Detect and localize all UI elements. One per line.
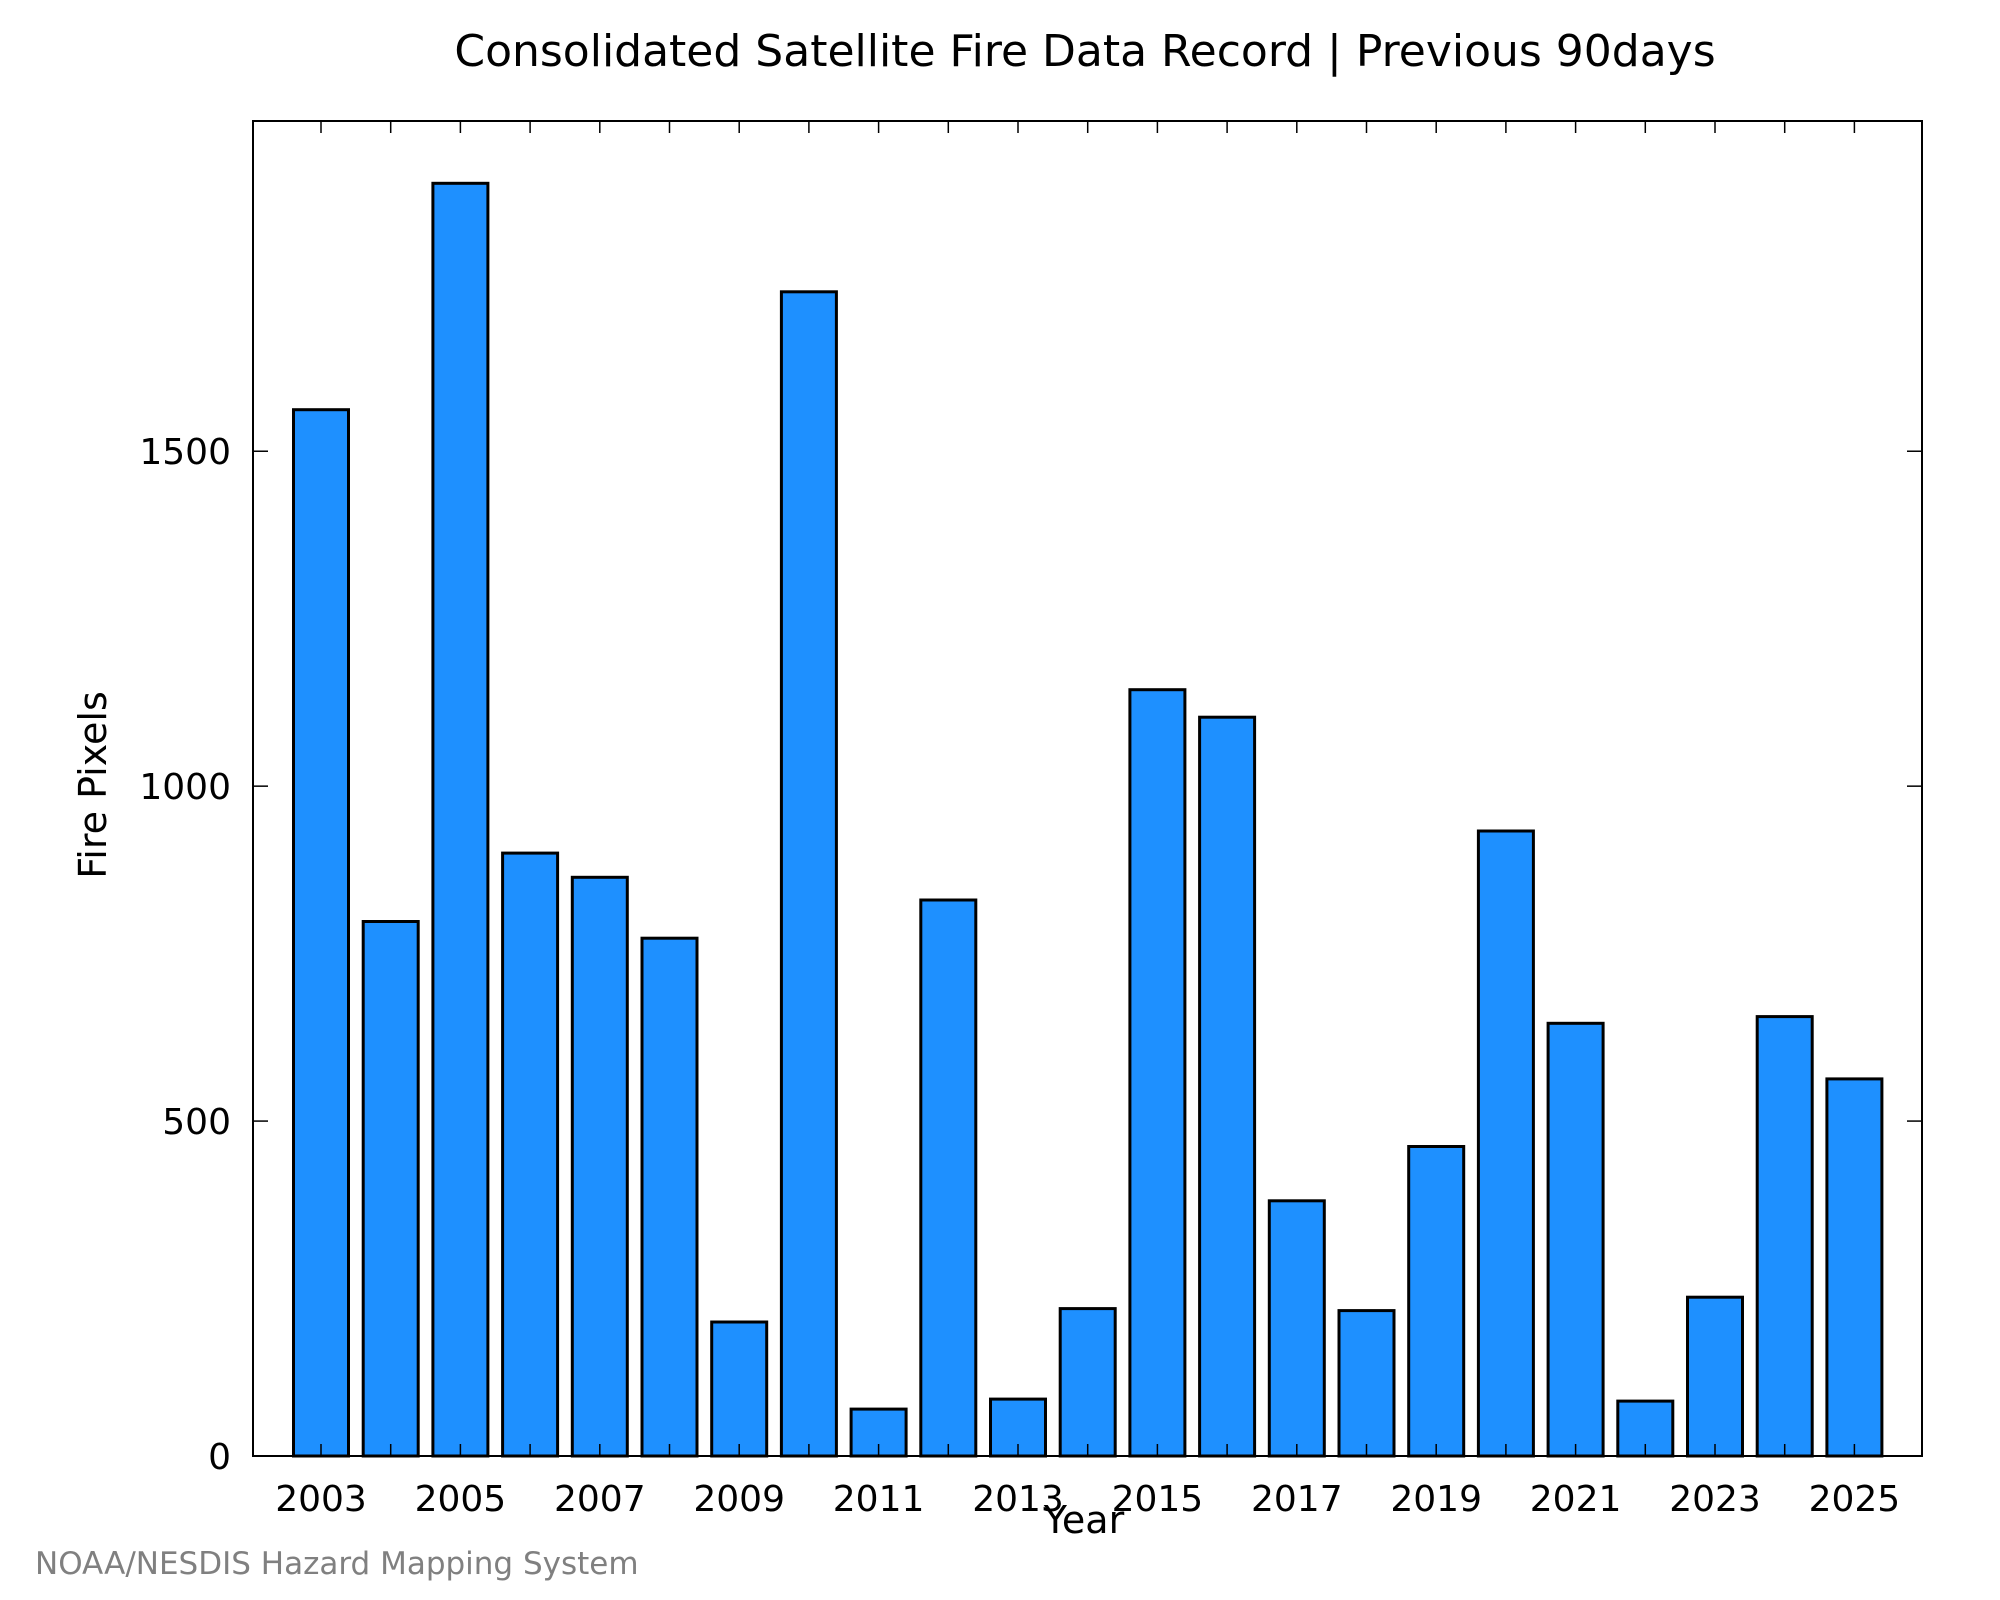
bar-2014 <box>1058 1307 1117 1458</box>
bar-2016 <box>1198 715 1257 1458</box>
credit-text: NOAA/NESDIS Hazard Mapping System <box>35 1546 639 1582</box>
bar-2018 <box>1337 1309 1396 1458</box>
x-tick-label-2017: 2017 <box>1251 1479 1343 1520</box>
x-tick-label-2013: 2013 <box>972 1479 1064 1520</box>
bar-2006 <box>501 851 560 1458</box>
x-axis-label: Year <box>1043 1498 1125 1542</box>
bar-2019 <box>1407 1145 1466 1458</box>
bar-2025 <box>1825 1077 1884 1458</box>
bar-2005 <box>431 181 490 1458</box>
x-tick-label-2011: 2011 <box>833 1479 925 1520</box>
x-tick-label-2003: 2003 <box>275 1479 367 1520</box>
y-tick-label-1500: 1500 <box>139 432 231 473</box>
y-tick-labels: 0 500 1000 1500 <box>139 432 231 1478</box>
bar-2020 <box>1476 829 1535 1458</box>
bar-2021 <box>1546 1021 1605 1458</box>
y-tick-label-500: 500 <box>162 1102 231 1143</box>
x-tick-label-2021: 2021 <box>1530 1479 1622 1520</box>
x-tick-label-2015: 2015 <box>1112 1479 1204 1520</box>
x-tick-label-2005: 2005 <box>415 1479 507 1520</box>
bar-2009 <box>710 1320 769 1458</box>
bar-2003 <box>292 408 350 1458</box>
bar-2023 <box>1686 1295 1744 1458</box>
y-tick-label-1000: 1000 <box>139 767 231 808</box>
bar-2012 <box>919 898 978 1458</box>
x-tick-label-2009: 2009 <box>693 1479 785 1520</box>
bar-2008 <box>640 936 699 1458</box>
x-tick-labels: 2003 2005 2007 2009 2011 2013 2015 2017 2019 2021… <box>275 1479 1900 1520</box>
bar-2007 <box>570 875 629 1458</box>
bars-group <box>292 181 1884 1458</box>
bar-2004 <box>361 920 420 1458</box>
y-tick-label-0: 0 <box>208 1437 231 1478</box>
y-axis-label: Fire Pixels <box>71 691 115 879</box>
chart-title: Consolidated Satellite Fire Data Record … <box>454 26 1715 77</box>
x-tick-label-2019: 2019 <box>1390 1479 1482 1520</box>
bar-2010 <box>779 290 838 1458</box>
x-tick-label-2023: 2023 <box>1669 1479 1761 1520</box>
bar-2015 <box>1128 688 1187 1458</box>
axis-ticks <box>253 121 1922 1457</box>
x-tick-label-2007: 2007 <box>554 1479 646 1520</box>
bar-2017 <box>1267 1199 1326 1458</box>
x-tick-label-2025: 2025 <box>1809 1479 1901 1520</box>
bar-2024 <box>1755 1015 1814 1458</box>
